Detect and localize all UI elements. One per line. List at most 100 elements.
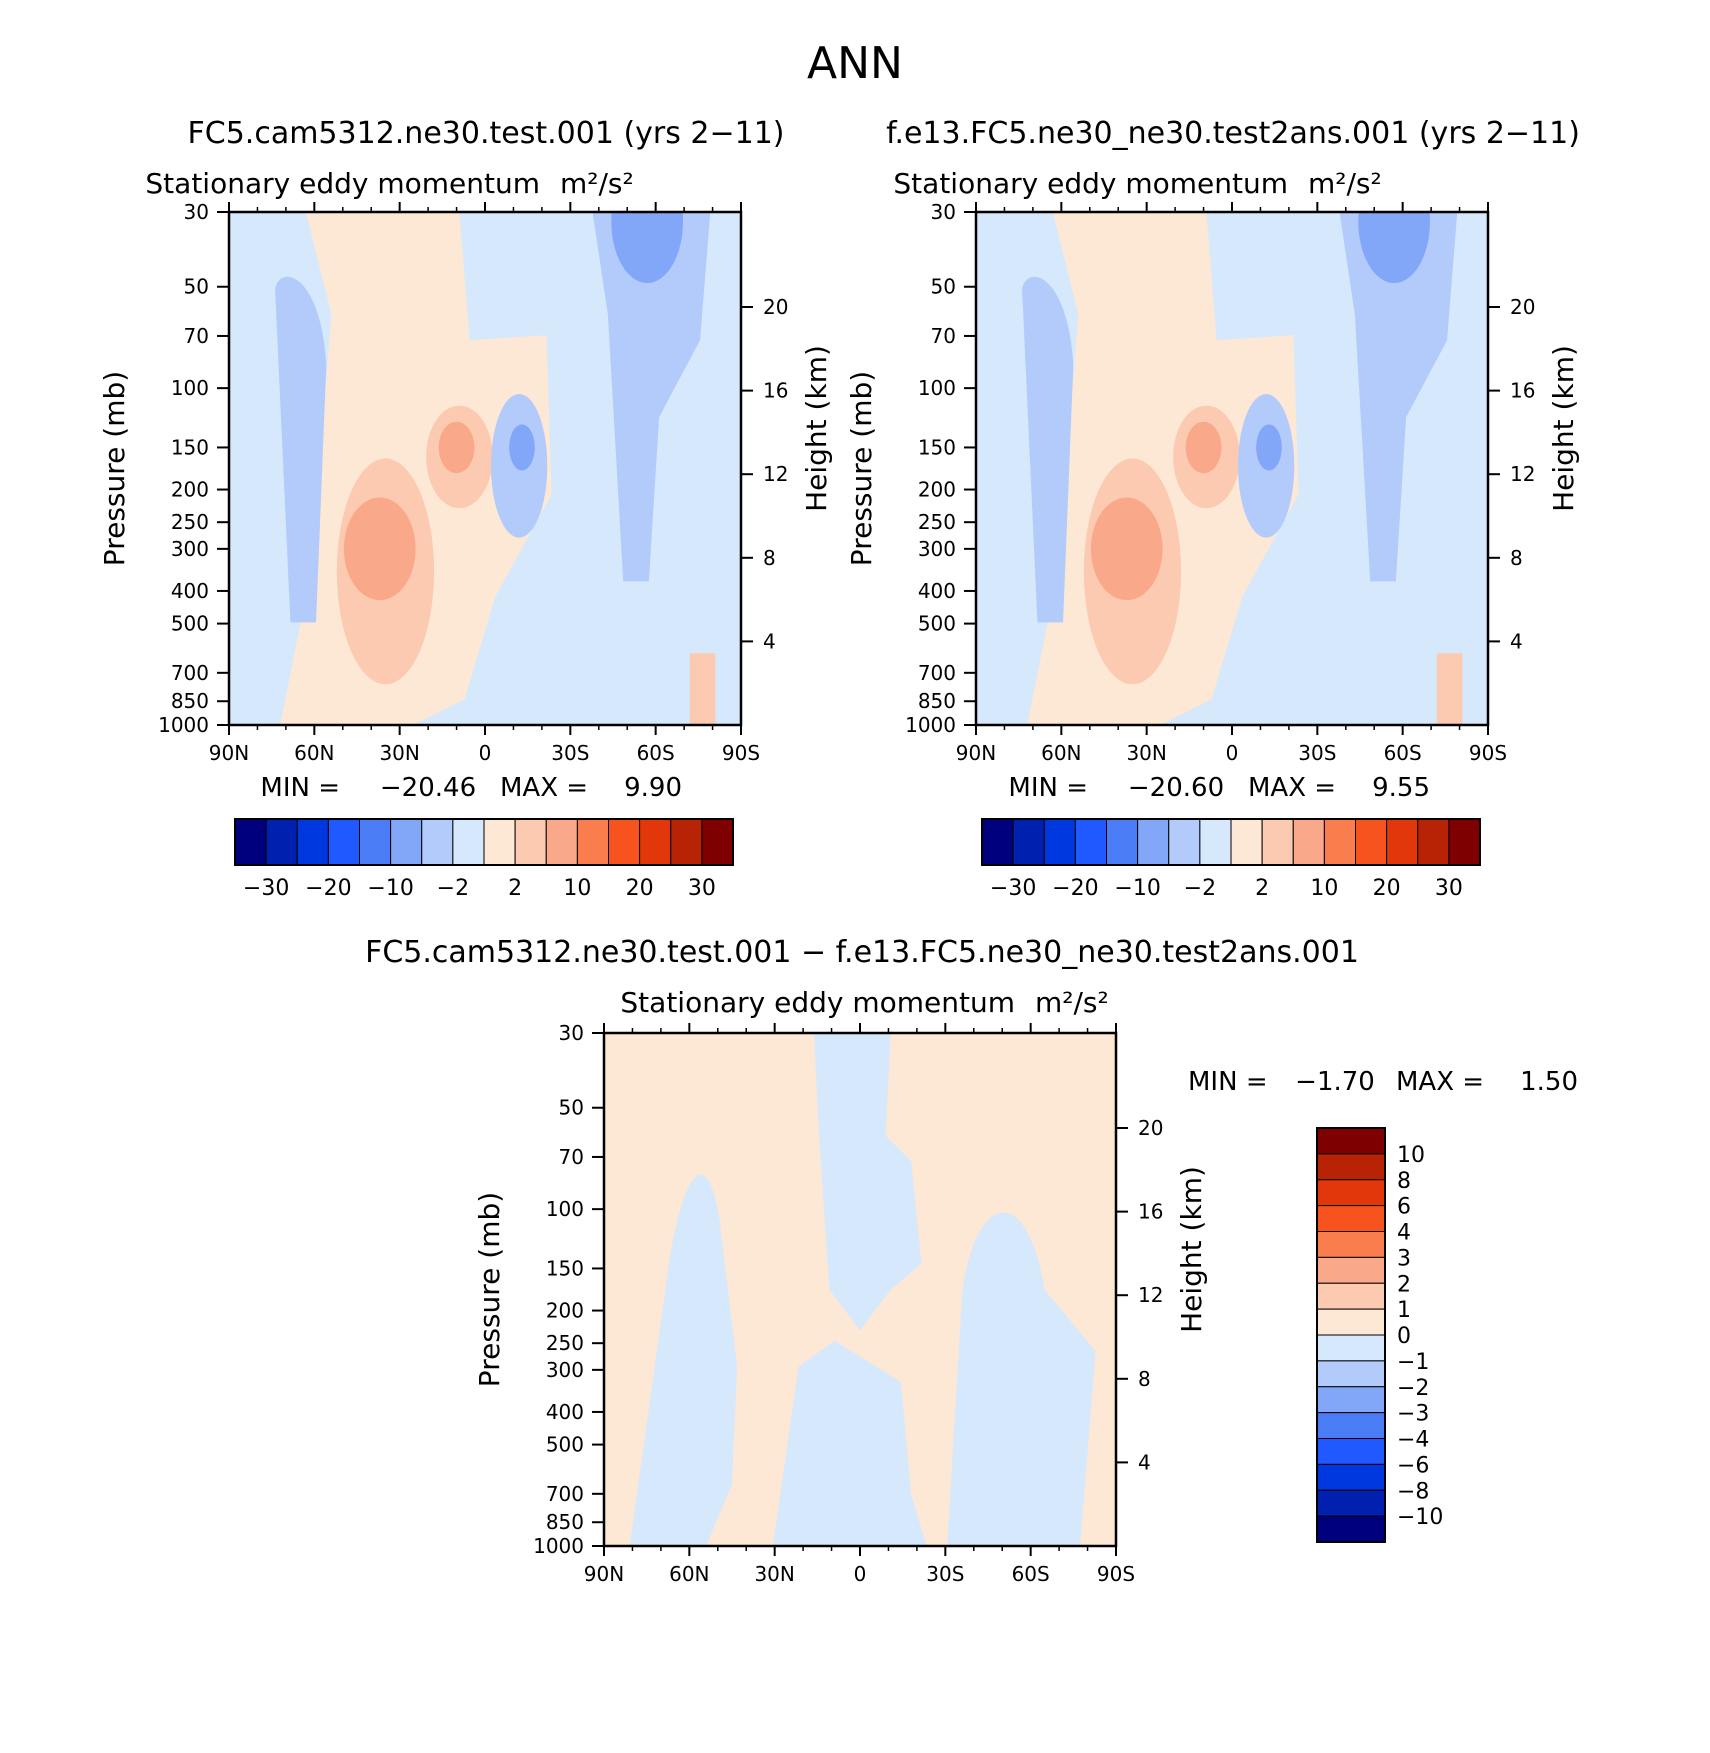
colorbar-label: −6 xyxy=(1397,1453,1429,1478)
colorbar-swatch xyxy=(1323,818,1356,866)
x-tick-label: 30S xyxy=(926,1562,964,1586)
colorbar-swatch xyxy=(1316,1256,1386,1284)
colorbar-label: −20 xyxy=(1052,876,1098,901)
diff-subtitle: Stationary eddy momentum m²/s² xyxy=(620,986,1108,1019)
y-tick-label: 70 xyxy=(559,1145,584,1169)
y-tick-label: 850 xyxy=(918,689,956,713)
diff-min-label: MIN = xyxy=(1188,1067,1268,1097)
colorbar-swatch xyxy=(327,818,360,866)
x-tick-label: 90S xyxy=(1469,741,1507,765)
colorbar-frame xyxy=(234,818,734,866)
colorbar-label: 20 xyxy=(1373,876,1401,901)
y-tick-label: 70 xyxy=(184,324,209,348)
positive-contour-south xyxy=(689,653,716,725)
panel1-subtitle-text: Stationary eddy momentum xyxy=(145,167,540,200)
y-tick-label: 400 xyxy=(171,579,209,603)
panel2-subtitle-text: Stationary eddy momentum xyxy=(893,167,1288,200)
colorbar-swatch xyxy=(1137,818,1170,866)
y-axis-label: Pressure (mb) xyxy=(98,371,131,566)
x-tick-label: 90N xyxy=(956,741,996,765)
colorbar-swatch xyxy=(1168,818,1201,866)
y-right-axis-label: Height (km) xyxy=(800,345,833,512)
y-tick-label: 250 xyxy=(171,510,209,534)
height-tick-label: 4 xyxy=(763,629,776,653)
colorbar-label: −10 xyxy=(367,876,413,901)
colorbar-swatch xyxy=(1316,1438,1386,1465)
colorbar-swatch xyxy=(514,818,547,866)
panel2-colorbar xyxy=(981,818,1481,866)
colorbar-swatch xyxy=(1074,818,1107,866)
diff-min-value: −1.70 xyxy=(1295,1067,1375,1097)
colorbar-label: −10 xyxy=(1397,1505,1443,1530)
colorbar-label: −30 xyxy=(243,876,289,901)
figure-title: ANN xyxy=(807,38,903,89)
panel1-min-value: −20.46 xyxy=(380,773,476,803)
colorbar-swatch xyxy=(1012,818,1045,866)
y-right-axis-label: Height (km) xyxy=(1175,1166,1208,1333)
colorbar-swatch xyxy=(1316,1179,1386,1207)
colorbar-swatch xyxy=(1316,1515,1386,1543)
colorbar-swatch xyxy=(1316,1360,1386,1388)
colorbar-swatch xyxy=(608,818,641,866)
colorbar-label: 6 xyxy=(1397,1195,1411,1220)
negative-contour-right xyxy=(1339,212,1458,582)
diff-max-label: MAX = xyxy=(1396,1067,1484,1097)
height-tick-label: 12 xyxy=(763,462,788,486)
colorbar-label: −20 xyxy=(305,876,351,901)
panel2-plot: 90N 60N 30N 0 30S 60S 90S 30 50 70 100 150 200 250 300… xyxy=(845,200,1580,765)
positive-contour-5b xyxy=(438,421,475,474)
y-tick-label: 700 xyxy=(546,1482,584,1506)
y-tick-label: 30 xyxy=(559,1021,584,1045)
panel2-max-value: 9.55 xyxy=(1372,773,1430,803)
panel1-units-text: m²/s² xyxy=(560,167,634,200)
y-tick-label: 700 xyxy=(171,661,209,685)
x-tick-label: 60N xyxy=(294,741,334,765)
panel2-min-value: −20.60 xyxy=(1128,773,1224,803)
colorbar-swatch xyxy=(390,818,423,866)
panel2-colorbar-labels: −30 −20 −10 −2 2 10 20 30 xyxy=(990,876,1463,901)
colorbar-swatch xyxy=(1316,1308,1386,1336)
diff-subtitle-text: Stationary eddy momentum xyxy=(620,986,1015,1019)
colorbar-swatch xyxy=(1316,1489,1386,1517)
colorbar-label: 10 xyxy=(1310,876,1338,901)
y-tick-label: 1000 xyxy=(533,1534,584,1558)
height-tick-label: 16 xyxy=(763,379,788,403)
panel1-stats: MIN = −20.46 MAX = 9.90 xyxy=(260,773,682,803)
colorbar-swatch xyxy=(265,818,298,866)
colorbar-label: 2 xyxy=(1397,1272,1411,1297)
diff-title: FC5.cam5312.ne30.test.001 − f.e13.FC5.ne… xyxy=(365,935,1359,970)
panel2-units-text: m²/s² xyxy=(1308,167,1382,200)
x-tick-label: 60S xyxy=(1012,1562,1050,1586)
y-tick-label: 50 xyxy=(931,275,956,299)
y-tick-label: 250 xyxy=(918,510,956,534)
height-tick-label: 4 xyxy=(1138,1450,1151,1474)
panel1-subtitle: Stationary eddy momentum m²/s² xyxy=(145,167,633,200)
x-tick-label: 90N xyxy=(584,1562,624,1586)
height-tick-label: 20 xyxy=(1138,1116,1163,1140)
colorbar-swatch xyxy=(670,818,703,866)
colorbar-label: 30 xyxy=(1435,876,1463,901)
y-tick-label: 300 xyxy=(546,1358,584,1382)
y-tick-label: 30 xyxy=(931,200,956,224)
negative-contour-right xyxy=(592,212,711,582)
x-tick-label: 30S xyxy=(551,741,589,765)
x-tick-label: 90N xyxy=(209,741,249,765)
height-tick-label: 8 xyxy=(763,546,776,570)
x-tick-label: 30N xyxy=(754,1562,794,1586)
height-tick-label: 12 xyxy=(1510,462,1535,486)
x-tick-label: 60S xyxy=(1384,741,1422,765)
colorbar-label: 10 xyxy=(563,876,591,901)
panel2-subtitle: Stationary eddy momentum m²/s² xyxy=(893,167,1381,200)
negative-region-south xyxy=(947,1212,1096,1546)
height-tick-label: 4 xyxy=(1510,629,1523,653)
colorbar-frame xyxy=(1316,1127,1386,1543)
y-tick-label: 850 xyxy=(171,689,209,713)
positive-contour-5 xyxy=(343,497,416,601)
negative-contour-5-right xyxy=(611,212,683,283)
y-tick-label: 400 xyxy=(546,1400,584,1424)
colorbar-swatch xyxy=(1230,818,1263,866)
colorbar-swatch xyxy=(1316,1205,1386,1232)
y-tick-label: 70 xyxy=(931,324,956,348)
y-tick-label: 300 xyxy=(171,537,209,561)
